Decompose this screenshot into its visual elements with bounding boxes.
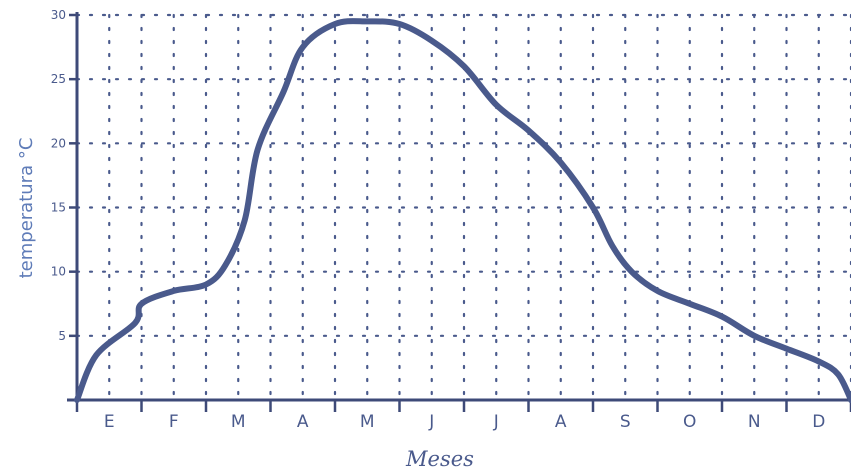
x-tick-label: D [812, 412, 825, 432]
x-tick-label: M [360, 412, 375, 432]
x-tick-label: M [231, 412, 246, 432]
y-tick-label: 15 [51, 201, 66, 215]
axes [67, 12, 851, 402]
grid [75, 13, 851, 402]
y-tick-label: 30 [51, 8, 66, 22]
y-tick-label: 20 [51, 136, 66, 150]
y-tick-label: 10 [51, 265, 66, 279]
x-tick-label: O [683, 412, 696, 432]
temperature-line [74, 18, 851, 403]
x-tick-label: J [493, 412, 499, 432]
x-tick-label: J [428, 412, 434, 432]
y-tick-label: 5 [58, 329, 66, 343]
x-tick-label: E [104, 412, 115, 432]
ticks: 5 10 15 20 25 30 E F M A M J J A S O N D [51, 8, 851, 432]
y-tick-label: 25 [51, 72, 66, 86]
x-tick-label: N [748, 412, 761, 432]
x-tick-label: A [297, 412, 309, 432]
y-axis-title: temperatura °C [16, 138, 37, 279]
x-axis-title: Meses [405, 447, 474, 471]
x-tick-label: F [169, 412, 179, 432]
series [74, 18, 851, 403]
x-tick-label: A [555, 412, 567, 432]
x-tick-label: S [620, 412, 631, 432]
